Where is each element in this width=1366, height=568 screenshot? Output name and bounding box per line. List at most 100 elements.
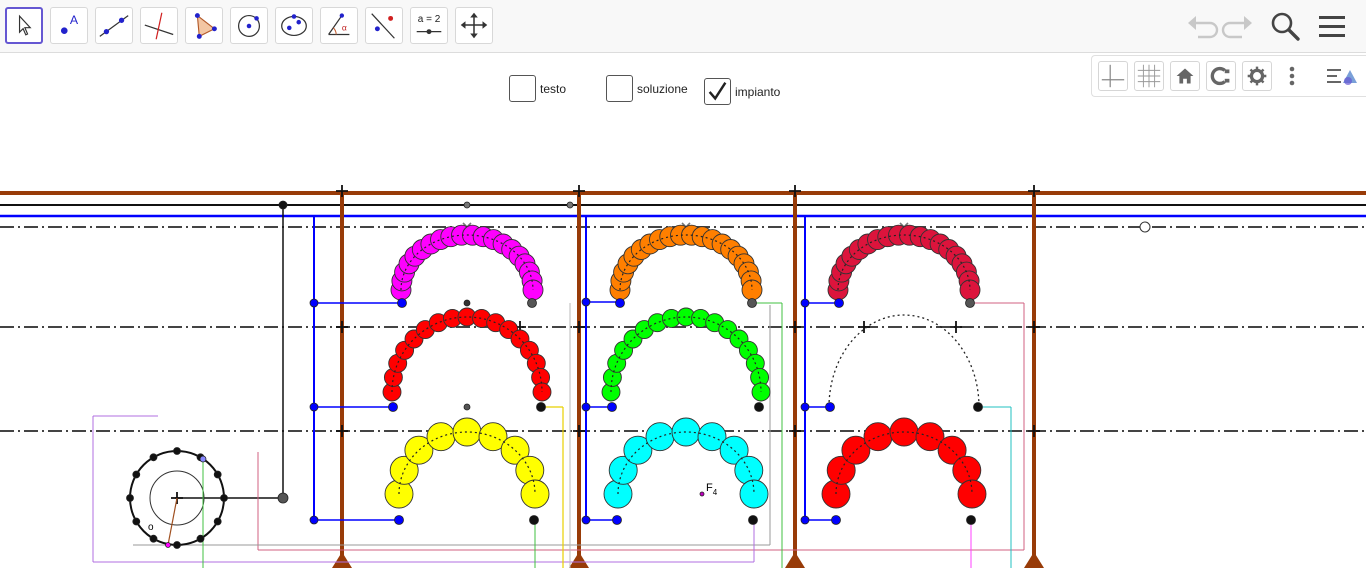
wheel-bead-9 — [149, 453, 158, 462]
testo-checkbox-label: testo — [540, 82, 567, 96]
blue-node-8 — [800, 402, 810, 412]
arc-right-end-top-1 — [527, 298, 537, 308]
conic-tool-button[interactable] — [275, 7, 313, 44]
post-mid-marker-2 — [573, 321, 585, 333]
crimson-arc — [827, 224, 981, 301]
point-tool-button[interactable]: A — [50, 7, 88, 44]
wheel-crank-tip — [165, 542, 171, 548]
arc-right-end-3 — [973, 402, 983, 412]
blue-node-9 — [800, 515, 810, 525]
point-f4 — [699, 491, 705, 497]
graphics-view[interactable]: F4 o — [0, 53, 1366, 568]
settings-button[interactable] — [1242, 61, 1272, 91]
arc-left-end-1 — [397, 298, 407, 308]
wire-point-bottom — [277, 492, 289, 504]
post-low-marker-4 — [1028, 425, 1040, 437]
empty-dotted-arc — [828, 314, 980, 408]
red-arc-2-bead-6 — [915, 422, 945, 452]
mid-point-2 — [463, 403, 471, 411]
wheel-bead-8 — [132, 470, 141, 479]
home-view-button[interactable] — [1170, 61, 1200, 91]
yellow-arc-bead-6 — [478, 422, 508, 452]
wheel-bead-6 — [132, 517, 141, 526]
cyan-arc-bead-7 — [719, 435, 749, 465]
circle-tool-button[interactable] — [230, 7, 268, 44]
post-low-marker-2 — [573, 425, 585, 437]
more-options-button[interactable] — [1282, 61, 1302, 91]
toolbar: A α a = 2 — [0, 0, 1366, 53]
point-f-subscript: 4 — [713, 488, 718, 497]
move-graphics-tool-button[interactable] — [455, 7, 493, 44]
reflect-tool-button[interactable] — [365, 7, 403, 44]
arc-left-end-6 — [825, 402, 835, 412]
red-arc-2-bead-9 — [957, 479, 987, 509]
post-top-marker-2 — [573, 185, 585, 197]
arc-right-end-1 — [536, 402, 546, 412]
yellow-arc-bead-3 — [404, 435, 434, 465]
impianto-checkbox-label: impianto — [735, 85, 781, 99]
wheel-bead-7 — [126, 494, 134, 502]
point-f-name: F — [706, 482, 713, 494]
grid-toggle-button[interactable] — [1134, 61, 1164, 91]
green-arc-path — [610, 316, 762, 393]
perpendicular-line-tool-button[interactable] — [140, 7, 178, 44]
polygon-tool-button[interactable] — [185, 7, 223, 44]
circle-center-point-icon — [237, 14, 261, 37]
arc-right-end-2 — [754, 402, 764, 412]
wheel-marker-point — [199, 455, 207, 463]
blue-node-4 — [581, 297, 591, 307]
redo-button[interactable] — [1220, 8, 1256, 44]
style-bar-toggle-icon — [1327, 69, 1357, 85]
arc-right-end-4 — [529, 515, 539, 525]
cyan-arc-bead-6 — [697, 422, 727, 452]
search-button[interactable] — [1267, 8, 1303, 44]
move-tool-button[interactable] — [5, 7, 43, 44]
reflect-point-icon — [371, 13, 395, 39]
green-arc — [601, 307, 771, 402]
blue-node-2 — [309, 402, 319, 412]
undo-button[interactable] — [1184, 8, 1220, 44]
wheel-crank — [167, 497, 178, 546]
slider-tool-button[interactable]: a = 2 — [410, 7, 448, 44]
undo-icon — [1188, 16, 1219, 39]
red-arc-1-path — [391, 316, 543, 393]
post-mid-marker-1 — [336, 321, 348, 333]
menu-button[interactable] — [1314, 8, 1350, 44]
red-arc-2-bead-8 — [952, 455, 982, 485]
point-o-label: o — [148, 522, 154, 533]
orange-arc-path — [619, 234, 753, 291]
arc-plus-6 — [950, 321, 962, 333]
magenta-arc-path — [400, 234, 534, 291]
style-bar-toggle-button[interactable] — [1324, 61, 1358, 91]
wheel-bead-1 — [220, 494, 228, 502]
point-icon: A — [60, 13, 79, 35]
move-arrows-icon — [460, 12, 488, 39]
angle-tool-button[interactable]: α — [320, 7, 358, 44]
yellow-arc-bead-8 — [515, 455, 545, 485]
point-capture-button[interactable] — [1206, 61, 1236, 91]
post-low-marker-1 — [336, 425, 348, 437]
arc-left-end-9 — [831, 515, 841, 525]
polygon-icon — [194, 13, 217, 39]
soluzione-checkbox[interactable] — [606, 75, 633, 102]
axes-toggle-button[interactable] — [1098, 61, 1128, 91]
search-icon — [1271, 12, 1300, 41]
bead-arcs — [382, 224, 987, 509]
magenta-arc — [390, 224, 544, 301]
yellow-arc-path — [398, 431, 536, 495]
arc-left-end-3 — [834, 298, 844, 308]
blue-node-3 — [309, 515, 319, 525]
testo-checkbox[interactable] — [509, 75, 536, 102]
grid-icon — [1137, 64, 1161, 88]
line-tool-button[interactable] — [95, 7, 133, 44]
cyan-arc — [603, 417, 769, 509]
red-arc-1 — [382, 307, 552, 402]
arc-right-end-6 — [966, 515, 976, 525]
post-foot-3 — [785, 552, 805, 568]
home-icon — [1176, 68, 1194, 84]
menu-icon — [1319, 16, 1345, 37]
yellow-arc-bead-2 — [389, 455, 419, 485]
slider-icon — [416, 29, 442, 35]
cyan-arc-bead-2 — [608, 455, 638, 485]
impianto-checkbox[interactable] — [704, 78, 731, 105]
